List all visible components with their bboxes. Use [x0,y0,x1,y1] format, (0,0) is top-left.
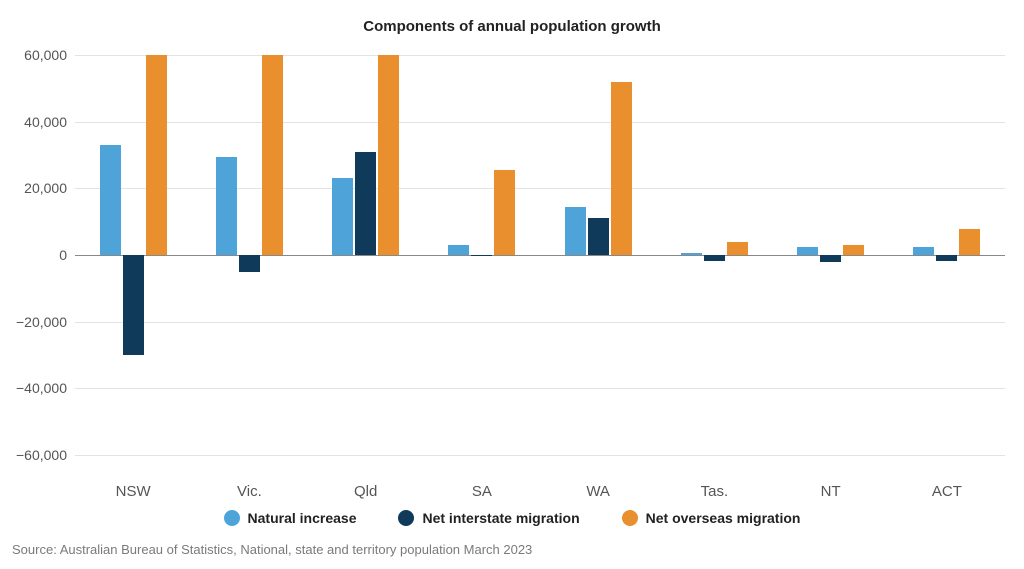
y-tick-label: −20,000 [16,314,67,330]
chart-title: Components of annual population growth [0,18,1024,35]
bar-net_interstate_migration [704,255,725,261]
y-tick-label: 40,000 [24,114,67,130]
y-tick-label: −60,000 [16,447,67,463]
bar-net_interstate_migration [936,255,957,261]
y-tick-label: 60,000 [24,47,67,63]
x-tick-label: Qld [354,483,377,500]
x-tick-label: SA [472,483,492,500]
bar-net_overseas_migration [727,242,748,255]
legend-item-natural_increase: Natural increase [224,510,357,526]
legend-item-net_overseas_migration: Net overseas migration [622,510,801,526]
plot-area: 60,00040,00020,0000−20,000−40,000−60,000… [75,55,1005,455]
bar-natural_increase [100,145,121,255]
legend-swatch [398,510,414,526]
bar-net_overseas_migration [959,229,980,255]
gridline [75,55,1005,56]
bar-natural_increase [797,247,818,255]
bar-net_interstate_migration [123,255,144,355]
x-tick-label: Vic. [237,483,262,500]
legend-label: Net overseas migration [646,510,801,526]
legend-item-net_interstate_migration: Net interstate migration [398,510,579,526]
bar-natural_increase [681,253,702,255]
gridline [75,322,1005,323]
legend-swatch [622,510,638,526]
bar-net_interstate_migration [471,255,492,256]
bar-net_interstate_migration [820,255,841,262]
chart-container: Components of annual population growth 6… [0,0,1024,569]
bar-net_overseas_migration [146,55,167,255]
bar-natural_increase [448,245,469,255]
x-tick-label: NT [821,483,841,500]
legend-label: Natural increase [248,510,357,526]
y-tick-label: 20,000 [24,180,67,196]
bar-natural_increase [332,178,353,255]
legend-label: Net interstate migration [422,510,579,526]
bar-net_interstate_migration [239,255,260,272]
source-text: Source: Australian Bureau of Statistics,… [12,542,532,557]
bar-net_interstate_migration [355,152,376,255]
gridline [75,188,1005,189]
bar-net_interstate_migration [588,218,609,255]
y-tick-label: −40,000 [16,380,67,396]
x-tick-label: NSW [116,483,151,500]
bar-net_overseas_migration [494,170,515,255]
x-tick-label: Tas. [701,483,729,500]
legend: Natural increase Net interstate migration… [0,510,1024,526]
zero-line [75,255,1005,256]
bar-net_overseas_migration [843,245,864,255]
bar-net_overseas_migration [378,55,399,255]
gridline [75,122,1005,123]
bar-net_overseas_migration [611,82,632,255]
y-tick-label: 0 [59,247,67,263]
bar-natural_increase [913,247,934,255]
gridline [75,455,1005,456]
x-tick-label: ACT [932,483,962,500]
gridline [75,388,1005,389]
legend-swatch [224,510,240,526]
bar-natural_increase [565,207,586,255]
bar-natural_increase [216,157,237,255]
bar-net_overseas_migration [262,55,283,255]
x-tick-label: WA [586,483,610,500]
